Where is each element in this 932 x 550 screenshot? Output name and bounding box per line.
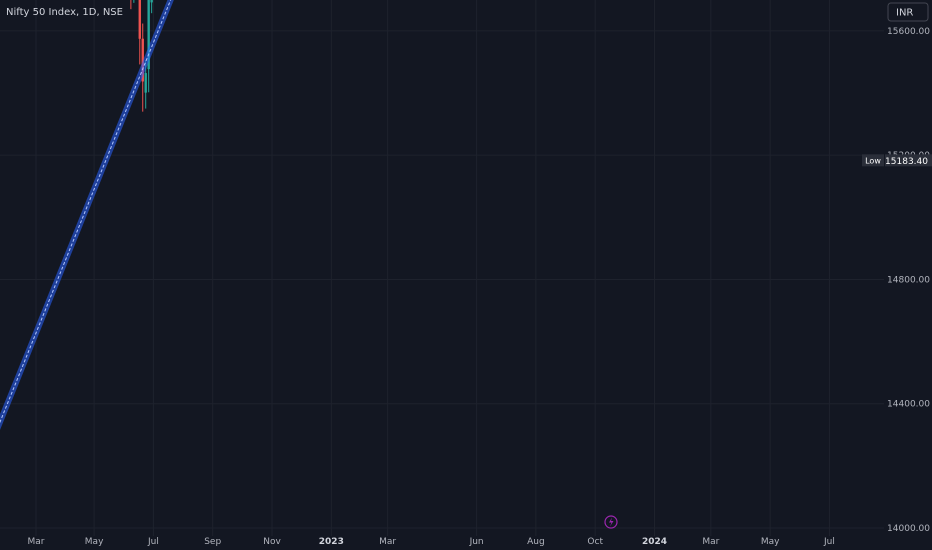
y-tick-label: 14000.00 [887,524,930,534]
x-tick-label: 2024 [642,537,667,547]
low_marker-tag [862,154,884,167]
low_marker-value: 15183.40 [885,157,928,167]
candle-body [141,38,144,82]
grid [0,0,884,536]
y-tick-label: 14800.00 [887,275,930,285]
trendline-center [0,0,172,424]
x-tick-label: Nov [263,537,281,547]
trendline [0,0,711,450]
y-tick-label: 14400.00 [887,400,930,410]
y-tick-label: 15600.00 [887,27,930,37]
axes: 14000.0014400.0014800.0015200.0015600.00… [28,27,932,547]
symbol-title: Nifty 50 Index, 1D, NSE [6,7,123,18]
low_marker-value-bg [885,154,932,167]
x-tick-label: Mar [379,537,396,547]
x-tick-label: Mar [702,537,719,547]
x-tick-label: Aug [527,537,545,547]
x-tick-label: May [85,537,104,547]
candle-body [150,0,153,3]
low_marker-tag-label: Low [865,156,881,165]
x-tick-label: Mar [28,537,45,547]
x-tick-label: 2023 [319,537,344,547]
lightning-icon[interactable] [604,515,618,529]
candle-body [138,0,141,39]
x-tick-label: Jul [823,537,835,547]
candle-body [144,73,147,93]
x-tick-label: Sep [204,537,221,547]
x-tick-label: Jul [147,537,159,547]
x-tick-label: Oct [587,537,603,547]
currency-label: INR [896,8,913,19]
candle-body [147,0,150,70]
x-tick-label: May [761,537,780,547]
currency-button[interactable]: INR [887,2,929,22]
x-tick-label: Jun [469,537,484,547]
trendline-band[interactable] [0,0,711,450]
